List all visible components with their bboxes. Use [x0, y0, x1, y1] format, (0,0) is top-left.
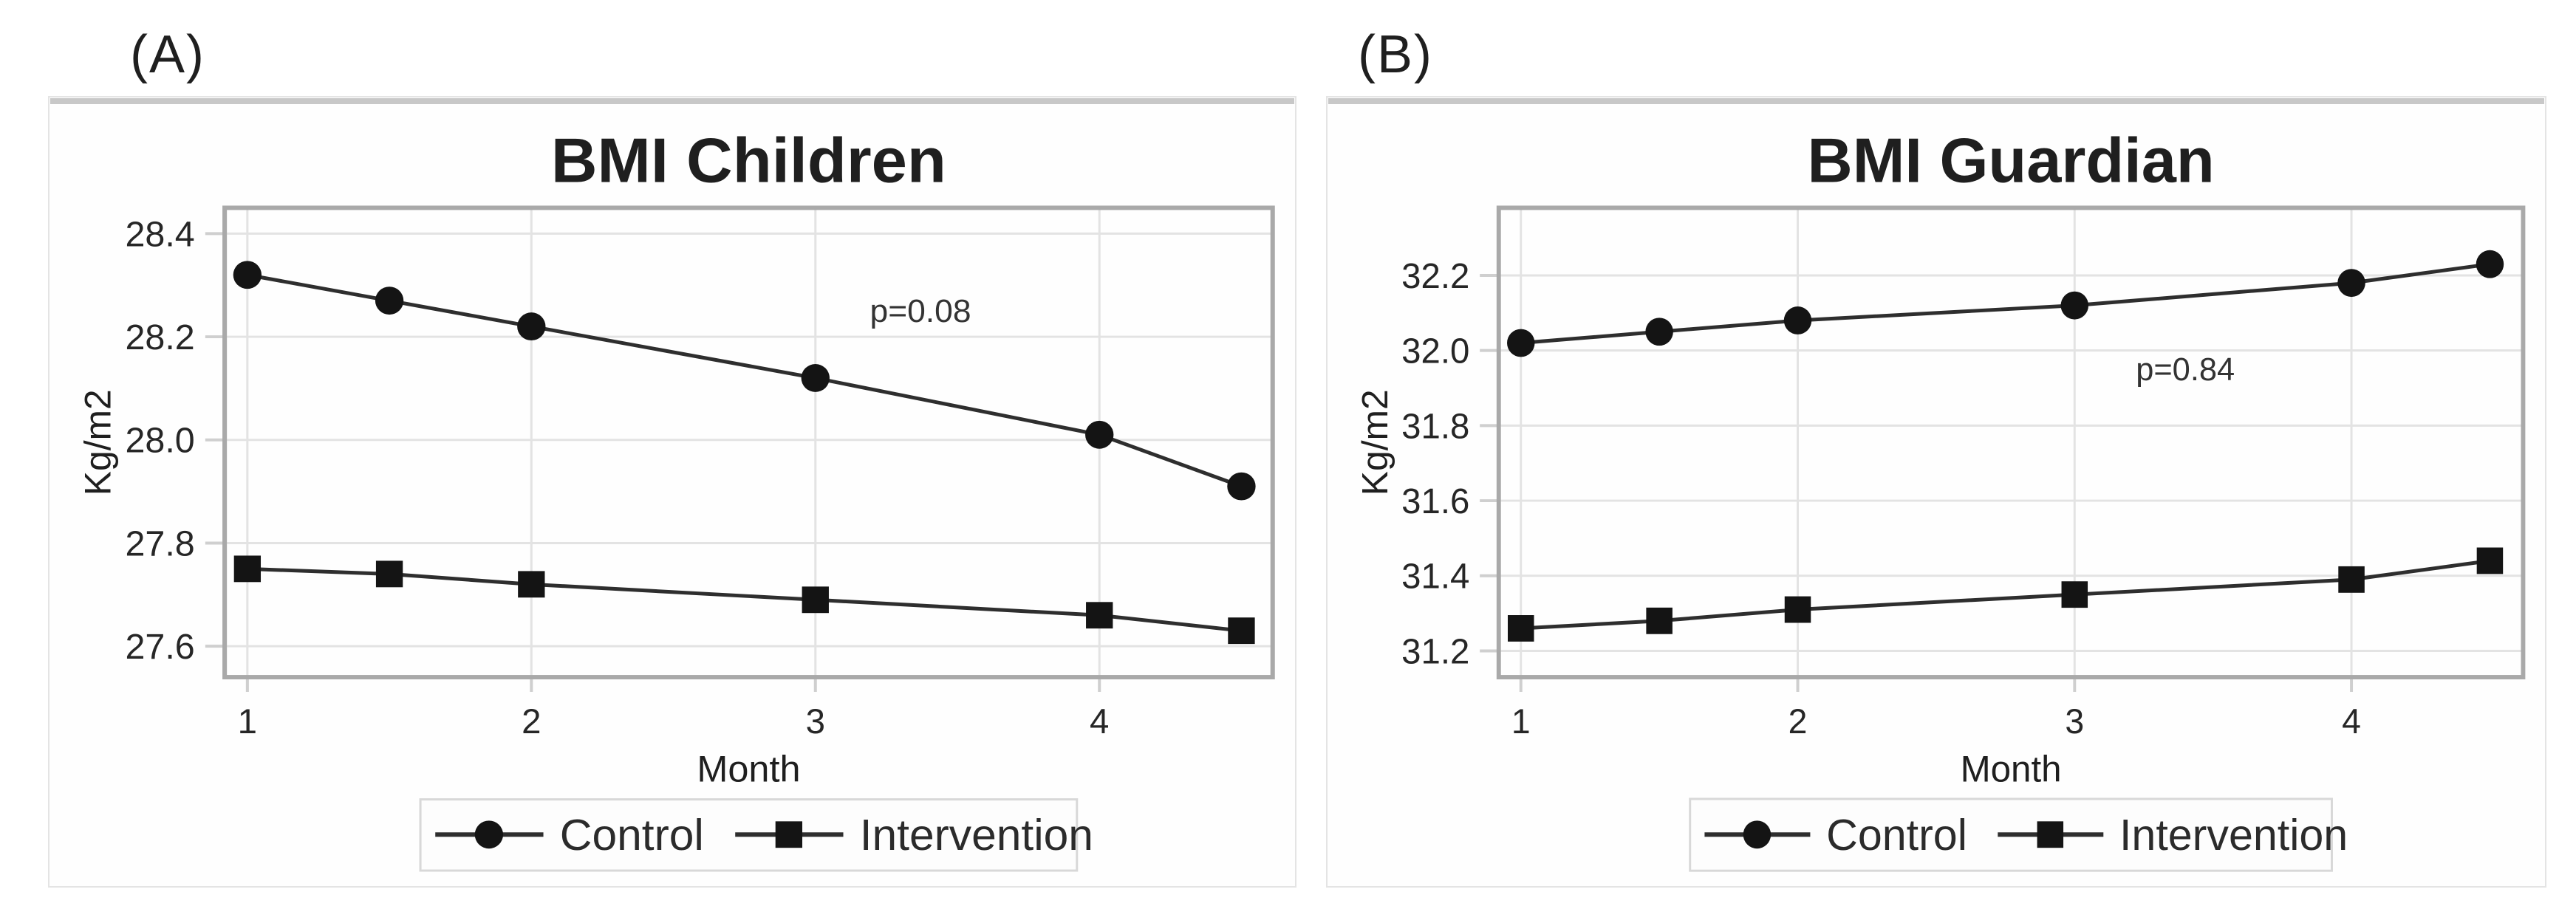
legend-square-marker-icon: [775, 821, 803, 848]
panel-label-b: (B): [1358, 25, 1433, 84]
data-point-control-2: [1645, 318, 1673, 346]
series-intervention-line: [247, 566, 1242, 633]
chart-bmi-guardian: 31.2 31.4 31.6 31.8 32.0 32.2 1 2 3 4 BMI Guardian…: [1354, 126, 2526, 872]
legend: Control Intervention: [419, 798, 1093, 872]
legend: Control Intervention: [1689, 797, 2348, 872]
y-tick-label: 28.0: [126, 421, 195, 461]
data-point-intervention-5: [1086, 602, 1113, 629]
data-point-control-4: [801, 364, 830, 392]
panel-bmi-guardian: 31.2 31.4 31.6 31.8 32.0 32.2 1 2 3 4 BMI Guardian…: [1326, 96, 2546, 888]
x-tick-label: 1: [238, 701, 257, 741]
y-tick-label: 27.6: [126, 627, 195, 667]
legend-item-control: Control: [1704, 810, 1967, 859]
y-tick-label: 32.2: [1401, 257, 1469, 296]
data-point-control-6: [2476, 250, 2504, 278]
data-point-control-2: [375, 286, 404, 315]
data-point-control-5: [2337, 269, 2365, 298]
data-point-intervention-6: [1228, 617, 1255, 645]
x-tick-label: 2: [1788, 702, 1808, 741]
panel-top-strip: [1328, 98, 2544, 104]
legend-circle-marker-icon: [1743, 820, 1772, 849]
chart-bmi-children: 27.6 27.8 28.0 28.2 28.4 1 2 3 4 BMI Children Kg/m…: [77, 126, 1275, 872]
x-tick-label: 4: [1090, 701, 1109, 741]
x-tick-label: 1: [1511, 702, 1531, 741]
legend-item-intervention: Intervention: [1998, 810, 2348, 859]
y-tick-label: 28.2: [126, 318, 195, 357]
x-axis-label: Month: [1961, 748, 2062, 789]
p-value-annotation: p=0.84: [2136, 352, 2235, 388]
legend-item-intervention: Intervention: [735, 811, 1093, 860]
data-point-control-4: [2060, 291, 2089, 320]
plot-frame: [222, 205, 1275, 680]
data-point-intervention-3: [1784, 596, 1811, 623]
data-point-intervention-4: [802, 586, 829, 614]
y-axis-label: Kg/m2: [1354, 389, 1395, 495]
data-point-intervention-2: [1646, 607, 1673, 634]
data-point-intervention-5: [2338, 566, 2365, 593]
series-control-line: [1520, 262, 2490, 345]
panel-top-strip: [50, 98, 1294, 104]
x-tick-label: 3: [806, 701, 825, 741]
legend-label-intervention: Intervention: [860, 811, 1093, 860]
panel-label-a: (A): [130, 25, 205, 84]
series-intervention-line: [1520, 558, 2490, 631]
legend-circle-marker-icon: [474, 820, 504, 849]
y-tick-label: 31.2: [1401, 632, 1469, 671]
y-tick-label: 28.4: [126, 215, 195, 255]
series-control-line: [247, 272, 1243, 488]
legend-label-intervention: Intervention: [2119, 810, 2348, 859]
plot-frame: [1496, 205, 2526, 680]
legend-label-control: Control: [1826, 810, 1967, 859]
legend-square-marker-icon: [2037, 821, 2064, 848]
legend-items: Control Intervention: [435, 811, 1093, 860]
data-point-intervention-1: [1507, 615, 1534, 642]
data-point-intervention-1: [233, 555, 262, 583]
data-point-control-6: [1227, 472, 1256, 501]
x-tick-label: 2: [522, 701, 541, 741]
x-axis-label: Month: [697, 749, 800, 790]
chart-title: BMI Guardian: [1807, 126, 2214, 196]
p-value-annotation: p=0.08: [870, 293, 971, 329]
legend-item-control: Control: [435, 811, 704, 860]
y-axis-label: Kg/m2: [77, 389, 118, 495]
y-tick-label: 31.6: [1401, 482, 1469, 521]
data-point-control-3: [1783, 306, 1812, 334]
y-tick-label: 31.4: [1401, 557, 1469, 596]
data-point-control-1: [1507, 329, 1535, 357]
data-point-intervention-4: [2061, 581, 2088, 608]
y-tick-label: 27.8: [126, 524, 195, 564]
data-point-control-5: [1085, 420, 1114, 449]
legend-items: Control Intervention: [1704, 810, 2348, 859]
data-point-intervention-6: [2476, 547, 2504, 574]
y-tick-label: 31.8: [1401, 407, 1469, 446]
panel-bmi-children: 27.6 27.8 28.0 28.2 28.4 1 2 3 4 BMI Children Kg/m…: [48, 96, 1296, 888]
x-tick-label: 4: [2342, 702, 2361, 741]
data-point-control-3: [517, 312, 546, 341]
data-point-intervention-2: [375, 560, 403, 588]
legend-label-control: Control: [560, 811, 704, 860]
y-tick-label: 32.0: [1401, 332, 1469, 371]
data-point-control-1: [233, 261, 262, 289]
chart-title: BMI Children: [551, 126, 946, 196]
x-tick-label: 3: [2065, 702, 2084, 741]
data-point-intervention-3: [518, 571, 545, 598]
